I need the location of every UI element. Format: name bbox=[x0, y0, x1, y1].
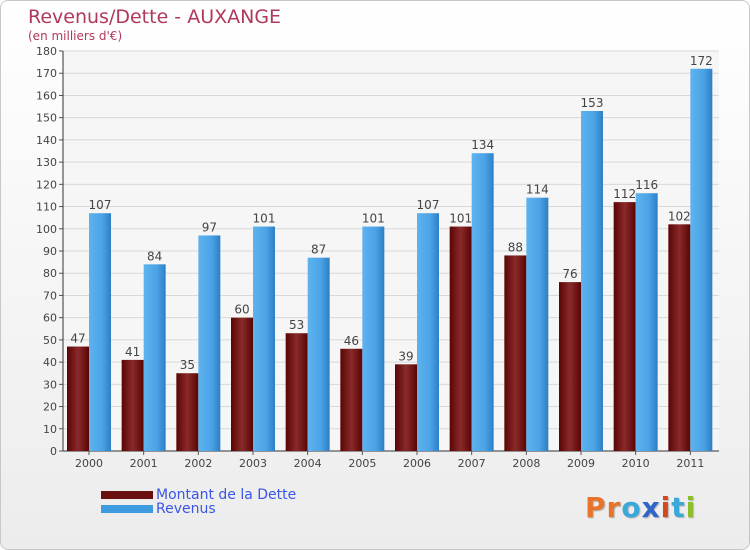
y-tick-label: 80 bbox=[43, 267, 57, 280]
logo-letter: P bbox=[585, 491, 607, 524]
y-tick-label: 140 bbox=[36, 134, 57, 147]
data-label-revenus: 134 bbox=[471, 138, 494, 152]
data-label-revenus: 153 bbox=[581, 96, 604, 110]
logo-letter: x bbox=[641, 491, 661, 524]
y-tick-label: 150 bbox=[36, 112, 57, 125]
x-tick-label: 2010 bbox=[622, 457, 650, 470]
bar-revenus bbox=[89, 213, 111, 451]
y-tick-label: 160 bbox=[36, 89, 57, 102]
bar-dette bbox=[559, 282, 581, 451]
x-tick-label: 2002 bbox=[184, 457, 212, 470]
y-tick-label: 30 bbox=[43, 378, 57, 391]
y-tick-label: 180 bbox=[36, 45, 57, 58]
data-label-dette: 41 bbox=[125, 345, 140, 359]
data-label-dette: 102 bbox=[668, 209, 691, 223]
x-tick-label: 2003 bbox=[239, 457, 267, 470]
bar-dette bbox=[504, 255, 527, 451]
x-tick-label: 2007 bbox=[458, 457, 486, 470]
x-tick-label: 2008 bbox=[512, 457, 540, 470]
y-tick-label: 130 bbox=[36, 156, 57, 169]
proxiti-logo: Proxiti bbox=[585, 491, 696, 524]
y-tick-label: 0 bbox=[50, 445, 57, 458]
data-label-dette: 112 bbox=[613, 187, 636, 201]
data-label-dette: 60 bbox=[234, 303, 249, 317]
bar-dette bbox=[668, 224, 691, 451]
bar-revenus bbox=[198, 235, 221, 451]
x-tick-label: 2001 bbox=[130, 457, 158, 470]
data-label-revenus: 97 bbox=[202, 220, 217, 234]
y-tick-label: 40 bbox=[43, 356, 57, 369]
y-tick-label: 70 bbox=[43, 289, 57, 302]
logo-letter: t bbox=[671, 491, 686, 524]
x-tick-label: 2004 bbox=[294, 457, 322, 470]
data-label-dette: 101 bbox=[449, 212, 472, 226]
data-label-revenus: 84 bbox=[147, 249, 162, 263]
chart-title: Revenus/Dette - AUXANGE bbox=[28, 6, 282, 28]
bar-revenus bbox=[526, 197, 549, 451]
x-tick-label: 2005 bbox=[348, 457, 376, 470]
data-label-revenus: 107 bbox=[417, 198, 440, 212]
bar-revenus bbox=[253, 226, 275, 451]
bar-revenus bbox=[362, 226, 385, 451]
y-tick-label: 10 bbox=[43, 423, 57, 436]
legend-label-revenus: Revenus bbox=[156, 501, 216, 517]
legend-label-dette: Montant de la Dette bbox=[156, 487, 297, 503]
x-tick-label: 2009 bbox=[567, 457, 595, 470]
data-label-revenus: 107 bbox=[89, 198, 112, 212]
y-tick-label: 90 bbox=[43, 245, 57, 258]
chart-subtitle: (en milliers d'€) bbox=[28, 29, 123, 43]
bar-dette bbox=[285, 333, 308, 451]
y-tick-label: 170 bbox=[36, 67, 57, 80]
y-tick-label: 60 bbox=[43, 312, 57, 325]
legend-swatch-dette bbox=[101, 491, 153, 499]
y-tick-label: 20 bbox=[43, 401, 57, 414]
bar-revenus bbox=[690, 68, 713, 452]
data-label-revenus: 114 bbox=[526, 183, 549, 197]
data-label-dette: 39 bbox=[398, 349, 413, 363]
data-label-dette: 35 bbox=[180, 358, 195, 372]
bar-dette bbox=[231, 317, 253, 451]
bar-dette bbox=[340, 348, 363, 451]
y-tick-label: 110 bbox=[36, 201, 57, 214]
bar-revenus bbox=[417, 213, 439, 451]
logo-letter: r bbox=[606, 491, 622, 524]
y-tick-label: 120 bbox=[36, 178, 57, 191]
data-label-dette: 53 bbox=[289, 318, 304, 332]
legend-swatch-revenus bbox=[101, 505, 153, 513]
logo-letter: o bbox=[621, 491, 642, 524]
bar-revenus bbox=[471, 153, 494, 451]
bar-dette bbox=[176, 373, 199, 451]
data-label-dette: 46 bbox=[344, 334, 359, 348]
bar-revenus bbox=[143, 264, 166, 451]
bar-dette bbox=[121, 359, 144, 451]
x-tick-label: 2000 bbox=[75, 457, 103, 470]
data-label-revenus: 101 bbox=[362, 212, 385, 226]
data-label-revenus: 116 bbox=[635, 178, 658, 192]
data-label-dette: 47 bbox=[70, 332, 85, 346]
bar-revenus bbox=[581, 111, 603, 451]
data-label-dette: 88 bbox=[508, 240, 523, 254]
logo-letter: i bbox=[685, 491, 697, 524]
y-tick-label: 100 bbox=[36, 223, 57, 236]
data-label-revenus: 87 bbox=[311, 243, 326, 257]
data-label-revenus: 101 bbox=[253, 212, 276, 226]
bar-revenus bbox=[635, 193, 658, 451]
logo-letter: i bbox=[660, 491, 672, 524]
x-tick-label: 2006 bbox=[403, 457, 431, 470]
bar-dette bbox=[449, 226, 472, 451]
bar-dette bbox=[613, 202, 636, 451]
y-tick-label: 50 bbox=[43, 334, 57, 347]
bar-dette bbox=[395, 364, 417, 451]
data-label-revenus: 172 bbox=[690, 54, 713, 68]
bar-revenus bbox=[307, 257, 330, 451]
x-tick-label: 2011 bbox=[676, 457, 704, 470]
data-label-dette: 76 bbox=[562, 267, 577, 281]
bar-dette bbox=[67, 346, 89, 451]
